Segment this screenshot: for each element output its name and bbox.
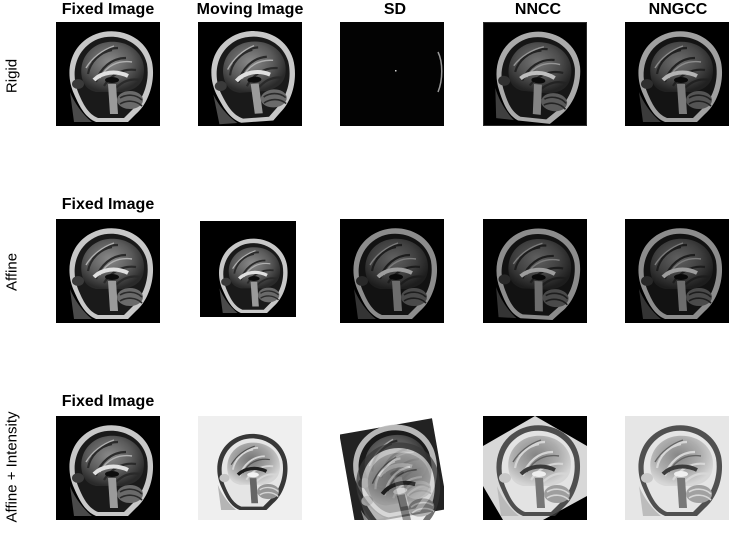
affine-intensity-moving-image (198, 416, 302, 520)
affine-intensity-sd-result (340, 416, 444, 520)
row-3-fixed-image-title: Fixed Image (61, 393, 155, 410)
row-label-rigid: Rigid (3, 58, 21, 94)
affine-fixed-image (56, 219, 160, 323)
column-title-nncc: NNCC (514, 1, 562, 18)
rigid-fixed-image (56, 22, 160, 126)
row-2-fixed-image-title: Fixed Image (61, 196, 155, 213)
column-title-fixed-image: Fixed Image (61, 1, 155, 18)
row-label-affine: Affine (3, 252, 21, 292)
affine-sd-result (340, 219, 444, 323)
affine-nncc-result (483, 219, 587, 323)
affine-moving-image (198, 219, 302, 323)
affine-intensity-nncc-result (483, 416, 587, 520)
row-label-affine-intensity: Affine + Intensity (3, 411, 21, 523)
rigid-nngcc-result (625, 22, 729, 126)
rigid-sd-result (340, 22, 444, 126)
column-title-moving-image: Moving Image (196, 1, 304, 18)
rigid-moving-image (198, 22, 302, 126)
affine-nngcc-result (625, 219, 729, 323)
column-title-nngcc: NNGCC (648, 1, 708, 18)
column-title-sd: SD (383, 1, 407, 18)
affine-intensity-fixed-image (56, 416, 160, 520)
rigid-nncc-result (483, 22, 587, 126)
affine-intensity-nngcc-result (625, 416, 729, 520)
